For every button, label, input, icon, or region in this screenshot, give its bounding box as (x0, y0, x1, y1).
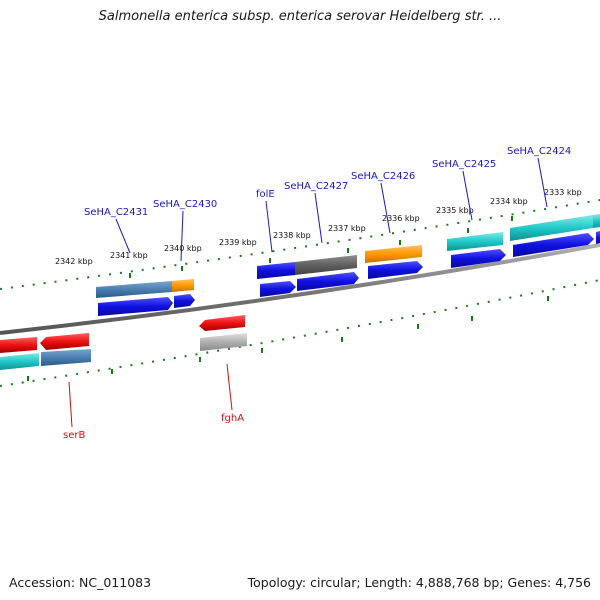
upper-feature-bands[interactable] (96, 214, 600, 298)
reverse-arrow (199, 315, 245, 331)
cds-arrow (98, 297, 173, 316)
upper-cds-arrows[interactable] (98, 231, 600, 316)
forward-gene-labels: SeHA_C2431 SeHA_C2430 folE SeHA_C2427 Se… (84, 146, 571, 218)
upper-major-ticks (129, 216, 513, 278)
genome-backbone (0, 243, 600, 335)
kbp-label: 2335 kbp (436, 206, 474, 215)
cds-arrow (596, 231, 600, 244)
map-title: Salmonella enterica subsp. enterica sero… (98, 9, 502, 24)
topology-label: Topology: circular; Length: 4,888,768 bp… (247, 575, 591, 590)
gene-label-SeHA_C2426: SeHA_C2426 (351, 171, 415, 182)
lower-major-ticks (27, 296, 549, 381)
gene-label-SeHA_C2431: SeHA_C2431 (84, 207, 148, 218)
gene-label-SeHA_C2430: SeHA_C2430 (153, 199, 217, 210)
feature-grey (295, 255, 357, 275)
gene-label-SeHA_C2427: SeHA_C2427 (284, 181, 348, 192)
gene-label-serB: serB (63, 430, 85, 441)
kbp-label: 2339 kbp (219, 238, 257, 247)
forward-label-leaders (115, 157, 548, 262)
cds-arrow (451, 249, 506, 268)
gene-label-folE: folE (256, 189, 275, 200)
cds-arrow (297, 272, 359, 291)
lower-reverse-arrows[interactable] (0, 315, 245, 353)
kbp-label: 2342 kbp (55, 257, 93, 266)
cds-arrow (174, 294, 195, 308)
feature-steel (41, 349, 91, 366)
kbp-scale-labels: 2342 kbp 2341 kbp 2340 kbp 2339 kbp 2338… (55, 188, 582, 266)
feature-cyan (0, 353, 39, 370)
feature-light-grey (200, 333, 247, 351)
accession-label: Accession: NC_011083 (9, 575, 152, 590)
reverse-arrow (0, 337, 37, 353)
kbp-label: 2341 kbp (110, 251, 148, 260)
gene-label-fghA: fghA (221, 413, 244, 424)
feature-steel (96, 281, 172, 298)
reverse-arrow (40, 333, 89, 350)
cds-arrow (260, 281, 296, 297)
gene-label-SeHA_C2424: SeHA_C2424 (507, 146, 571, 157)
feature-cyan (593, 214, 600, 228)
kbp-label: 2334 kbp (490, 197, 528, 206)
feature-blue (257, 262, 295, 279)
kbp-label: 2337 kbp (328, 224, 366, 233)
kbp-label: 2338 kbp (273, 231, 311, 240)
lower-feature-bands[interactable] (0, 333, 247, 370)
reverse-label-leaders (68, 363, 233, 428)
feature-cyan (510, 215, 593, 241)
feature-cyan (447, 232, 503, 251)
kbp-label: 2333 kbp (544, 188, 582, 197)
kbp-label: 2340 kbp (164, 244, 202, 253)
feature-orange (365, 245, 422, 263)
cds-arrow (513, 233, 594, 257)
reverse-gene-labels: serB fghA (63, 413, 244, 441)
cds-arrow (368, 261, 423, 279)
feature-orange (172, 279, 194, 292)
gene-label-SeHA_C2425: SeHA_C2425 (432, 159, 496, 170)
kbp-label: 2336 kbp (382, 214, 420, 223)
